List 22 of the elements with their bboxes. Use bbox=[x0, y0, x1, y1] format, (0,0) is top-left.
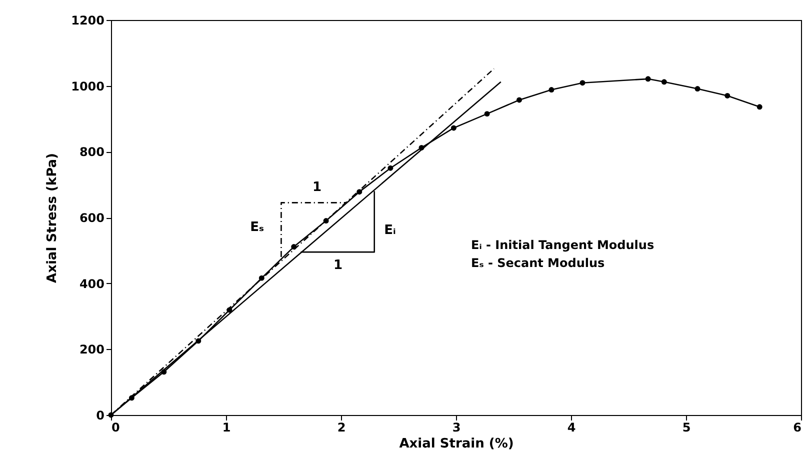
y-tick-label: 800 bbox=[79, 145, 104, 160]
annotation: Eᵢ bbox=[384, 223, 396, 238]
annotation: 1 bbox=[333, 258, 343, 273]
annotation: Eₛ - Secant Modulus bbox=[471, 256, 605, 270]
y-tick-label: 1000 bbox=[71, 79, 104, 94]
annotation: Eₛ bbox=[250, 220, 264, 235]
x-tick-label: 1 bbox=[222, 420, 231, 434]
x-tick-label: 6 bbox=[793, 420, 802, 434]
annotation: Eᵢ - Initial Tangent Modulus bbox=[471, 238, 654, 252]
y-tick-label: 0 bbox=[96, 408, 104, 422]
x-tick-label: 3 bbox=[452, 420, 461, 434]
x-axis-title: Axial Strain (%) bbox=[399, 436, 514, 452]
x-tick-label: 2 bbox=[337, 420, 346, 434]
y-tick-label: 200 bbox=[79, 342, 104, 357]
y-tick-label: 400 bbox=[79, 276, 104, 291]
y-tick-label: 600 bbox=[79, 211, 104, 225]
y-tick-label: 1200 bbox=[71, 14, 104, 28]
x-tick-label: 4 bbox=[567, 420, 576, 434]
x-tick-label: 5 bbox=[682, 420, 691, 434]
annotation: 1 bbox=[312, 180, 322, 195]
x-tick-label: 0 bbox=[112, 420, 120, 434]
y-axis-title: Axial Stress (kPa) bbox=[45, 153, 60, 283]
